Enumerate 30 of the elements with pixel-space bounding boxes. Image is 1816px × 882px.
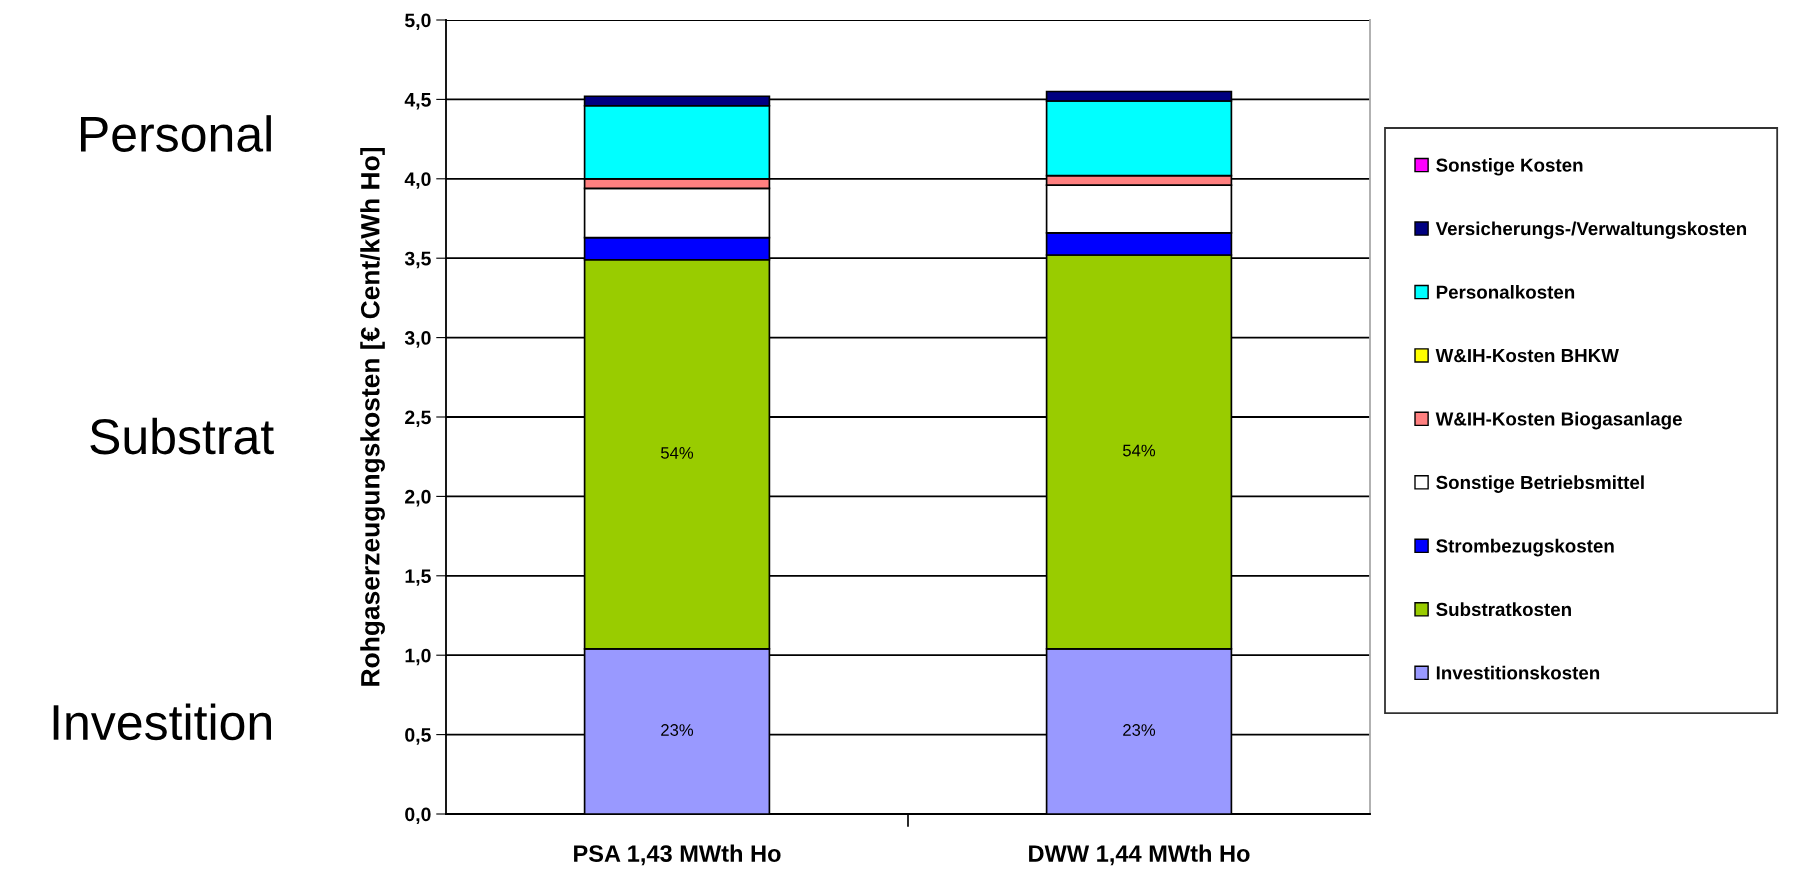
y-tick-label: 1,0	[405, 648, 431, 666]
legend-label: Substratkosten	[1436, 602, 1571, 617]
y-tick-label: 2,5	[405, 410, 431, 428]
legend-label: W&IH-Kosten Biogasanlage	[1435, 411, 1682, 430]
text: Substrat	[90, 417, 274, 455]
annotation: 54%	[660, 447, 694, 459]
text: Investition	[53, 703, 271, 741]
annotation: 23%	[1123, 724, 1156, 736]
x-tick-label: PSA 1,43 MWth Ho	[574, 844, 781, 866]
annotation: 54%	[1122, 444, 1156, 457]
legend-label: Sonstige Kosten	[1436, 158, 1583, 176]
legend-label: Investitionskosten	[1436, 665, 1600, 680]
text: Personal	[80, 115, 271, 152]
y-tick-label: 0,0	[405, 807, 431, 825]
legend-label: W&IH-Kosten BHKW	[1435, 349, 1619, 363]
y-tick-label: 2,0	[405, 489, 431, 507]
x-tick-label: DWW 1,44 MWth Ho	[1029, 844, 1250, 866]
annotation: 23%	[661, 724, 694, 736]
y-tick-label: 4,0	[404, 172, 431, 189]
y-tick-label: 1,5	[405, 569, 431, 586]
legend-label: Strombezugskosten	[1436, 538, 1614, 557]
y-tick-label: 3,0	[404, 331, 431, 348]
y-tick-label: 4,5	[404, 93, 431, 110]
y-axis-title: Rohgaserzeugungskosten [€ Cent/kWh Ho]	[360, 147, 385, 686]
legend-label: Versicherungs-/Verwaltungskosten	[1435, 221, 1747, 240]
y-tick-label: 5,0	[404, 13, 431, 31]
legend-label: Sonstige Betriebsmittel	[1436, 475, 1644, 493]
legend-label: Personalkosten	[1436, 285, 1575, 299]
y-tick-label: 0,5	[405, 728, 431, 745]
y-tick-label: 3,5	[404, 251, 431, 269]
